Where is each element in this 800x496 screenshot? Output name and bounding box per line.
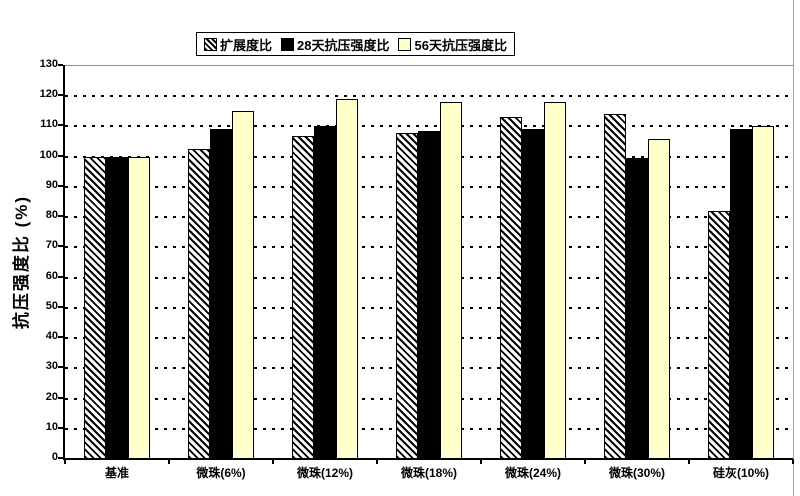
bar-series1-cat1 bbox=[84, 157, 106, 459]
bar-series3-cat7 bbox=[752, 126, 774, 459]
y-tick-label-120: 120 bbox=[39, 88, 58, 101]
gridline-110 bbox=[65, 125, 793, 128]
legend: 扩展度比 28天抗压强度比 56天抗压强度比 bbox=[196, 32, 515, 56]
x-category-label-2: 微珠(6%) bbox=[196, 466, 246, 480]
legend-label-spread-ratio: 扩展度比 bbox=[220, 37, 273, 53]
gridline-120 bbox=[65, 95, 793, 98]
bar-series2-cat2 bbox=[210, 129, 232, 459]
x-category-label-7: 硅灰(10%) bbox=[712, 466, 769, 480]
y-tick-mark-30 bbox=[58, 366, 63, 369]
x-category-label-1: 基准 bbox=[104, 466, 129, 480]
x-category-label-6: 微珠(30%) bbox=[608, 466, 665, 480]
bar-series3-cat4 bbox=[440, 102, 462, 459]
y-tick-label-30: 30 bbox=[45, 360, 58, 373]
y-tick-label-110: 110 bbox=[40, 118, 58, 131]
bar-series3-cat6 bbox=[648, 139, 670, 459]
y-axis-line bbox=[63, 65, 65, 460]
x-category-label-5: 微珠(24%) bbox=[504, 466, 561, 480]
y-tick-mark-110 bbox=[58, 124, 63, 127]
y-tick-mark-0 bbox=[58, 457, 63, 459]
y-tick-mark-80 bbox=[58, 215, 63, 218]
legend-item-56day-strength: 56天抗压强度比 bbox=[398, 35, 507, 54]
y-tick-label-100: 100 bbox=[39, 148, 58, 161]
bar-series2-cat6 bbox=[626, 158, 648, 459]
bar-series1-cat5 bbox=[500, 117, 522, 459]
x-tick-mark-3 bbox=[376, 459, 378, 464]
y-tick-mark-60 bbox=[58, 275, 63, 278]
legend-item-spread-ratio: 扩展度比 bbox=[204, 35, 272, 54]
y-tick-mark-10 bbox=[58, 426, 63, 429]
bar-series3-cat2 bbox=[232, 111, 254, 459]
y-tick-mark-50 bbox=[58, 305, 63, 308]
bar-series1-cat3 bbox=[292, 136, 314, 459]
y-tick-label-80: 80 bbox=[45, 209, 58, 222]
bar-series1-cat2 bbox=[188, 149, 210, 459]
y-axis-title: 抗压强度比 (%) bbox=[12, 194, 31, 330]
legend-swatch-cream bbox=[398, 37, 412, 51]
bar-series1-cat7 bbox=[708, 211, 730, 459]
y-tick-label-60: 60 bbox=[45, 269, 58, 282]
plot-area bbox=[65, 65, 793, 459]
bar-series2-cat3 bbox=[314, 126, 336, 459]
y-tick-mark-70 bbox=[58, 245, 63, 248]
y-tick-mark-90 bbox=[58, 184, 63, 187]
x-tick-mark-0 bbox=[64, 459, 66, 464]
legend-label-28day-strength: 28天抗压强度比 bbox=[297, 37, 390, 53]
y-tick-label-90: 90 bbox=[45, 178, 58, 191]
bar-series2-cat7 bbox=[730, 129, 752, 459]
y-tick-label-10: 10 bbox=[45, 420, 58, 433]
y-tick-mark-130 bbox=[58, 64, 63, 66]
y-tick-label-70: 70 bbox=[45, 239, 58, 252]
legend-label-56day-strength: 56天抗压强度比 bbox=[414, 37, 507, 53]
y-tick-label-130: 130 bbox=[39, 58, 58, 70]
y-tick-mark-120 bbox=[58, 94, 63, 97]
legend-swatch-hatched bbox=[204, 37, 217, 51]
x-tick-mark-7 bbox=[792, 459, 794, 464]
x-tick-mark-1 bbox=[168, 459, 170, 464]
y-tick-label-20: 20 bbox=[45, 390, 58, 403]
x-category-label-3: 微珠(12%) bbox=[296, 466, 353, 480]
y-tick-mark-20 bbox=[58, 396, 63, 399]
x-tick-mark-4 bbox=[480, 459, 482, 464]
bar-series3-cat3 bbox=[336, 99, 358, 459]
y-tick-label-0: 0 bbox=[51, 451, 58, 463]
y-tick-mark-100 bbox=[58, 154, 63, 157]
bar-series3-cat5 bbox=[544, 102, 566, 459]
x-tick-mark-6 bbox=[688, 459, 690, 464]
y-tick-label-40: 40 bbox=[45, 330, 58, 343]
chart-right-border bbox=[793, 0, 794, 496]
x-tick-mark-5 bbox=[584, 459, 586, 464]
legend-item-28day-strength: 28天抗压强度比 bbox=[281, 35, 389, 54]
bar-series2-cat1 bbox=[106, 157, 128, 459]
bar-series1-cat4 bbox=[396, 133, 418, 459]
y-tick-mark-40 bbox=[58, 336, 63, 339]
x-category-label-4: 微珠(18%) bbox=[400, 466, 457, 480]
x-tick-mark-2 bbox=[272, 459, 274, 464]
bar-series1-cat6 bbox=[604, 114, 626, 459]
bar-series2-cat4 bbox=[418, 131, 440, 459]
y-tick-label-50: 50 bbox=[45, 299, 58, 312]
x-axis-line bbox=[63, 458, 794, 460]
legend-swatch-black bbox=[281, 37, 295, 51]
bar-series3-cat1 bbox=[128, 157, 150, 459]
bar-series2-cat5 bbox=[522, 129, 544, 459]
